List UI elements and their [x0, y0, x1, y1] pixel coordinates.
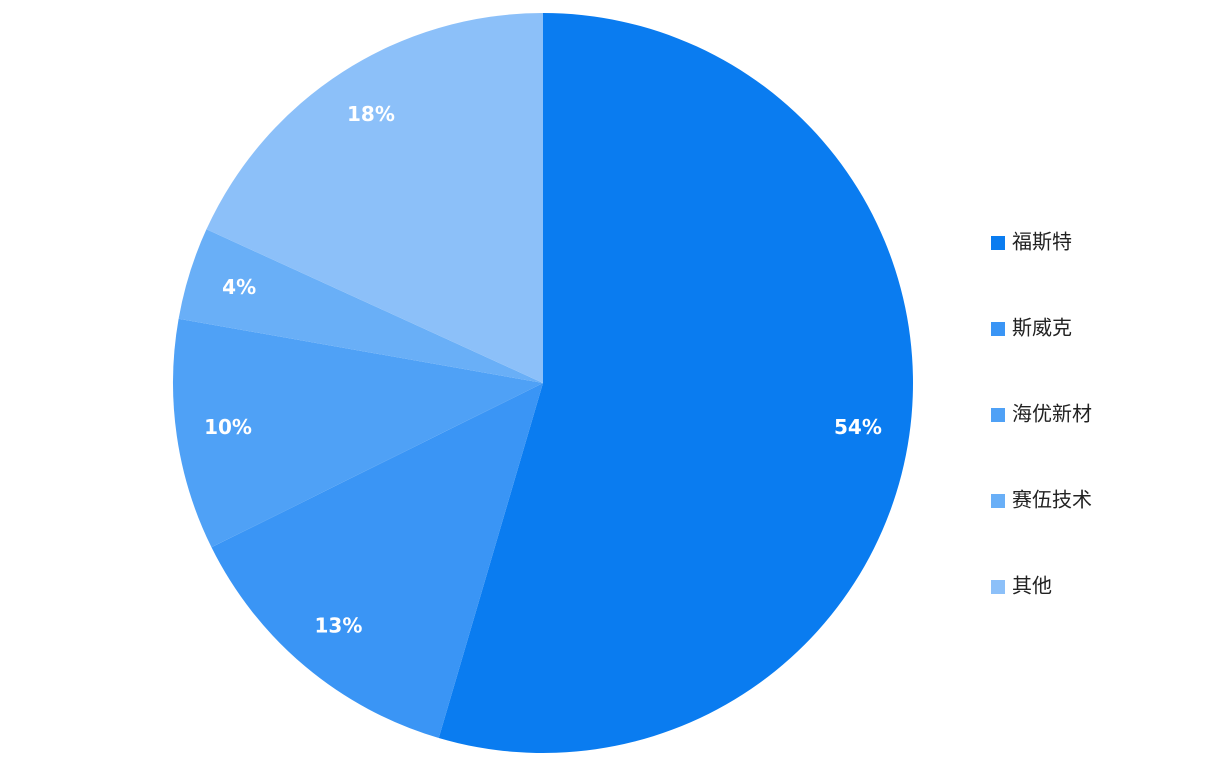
legend-swatch [991, 236, 1005, 250]
legend-swatch [991, 580, 1005, 594]
legend-swatch [991, 408, 1005, 422]
legend-label: 其他 [1012, 574, 1052, 598]
value-label: 10% [204, 415, 252, 439]
pie-slice [438, 13, 914, 753]
legend-label: 斯威克 [1012, 316, 1072, 340]
legend-label: 海优新材 [1012, 402, 1092, 426]
value-label: 18% [347, 102, 395, 126]
pie-slice [211, 383, 543, 739]
value-label: 54% [834, 415, 882, 439]
value-label: 13% [315, 613, 363, 637]
pie-slice [206, 13, 543, 383]
legend-label: 福斯特 [1012, 230, 1072, 254]
legend-swatch [991, 322, 1005, 336]
legend-label: 赛伍技术 [1012, 488, 1092, 512]
pie-slice [172, 318, 543, 548]
legend-swatch [991, 494, 1005, 508]
pie-slice [178, 229, 543, 383]
value-label: 4% [222, 275, 256, 299]
